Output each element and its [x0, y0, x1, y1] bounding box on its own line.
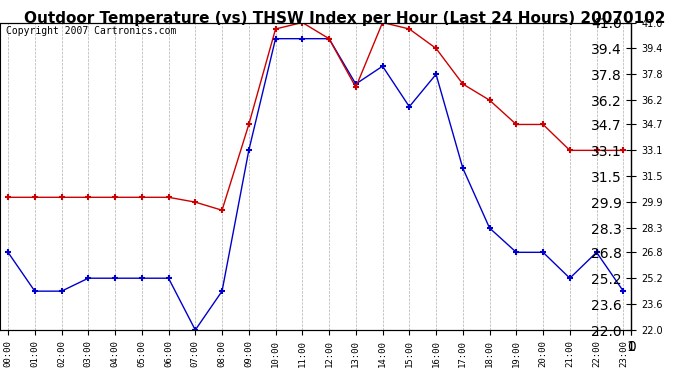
- Text: Copyright 2007 Cartronics.com: Copyright 2007 Cartronics.com: [6, 26, 177, 36]
- Text: Outdoor Temperature (vs) THSW Index per Hour (Last 24 Hours) 20070102: Outdoor Temperature (vs) THSW Index per …: [24, 11, 666, 26]
